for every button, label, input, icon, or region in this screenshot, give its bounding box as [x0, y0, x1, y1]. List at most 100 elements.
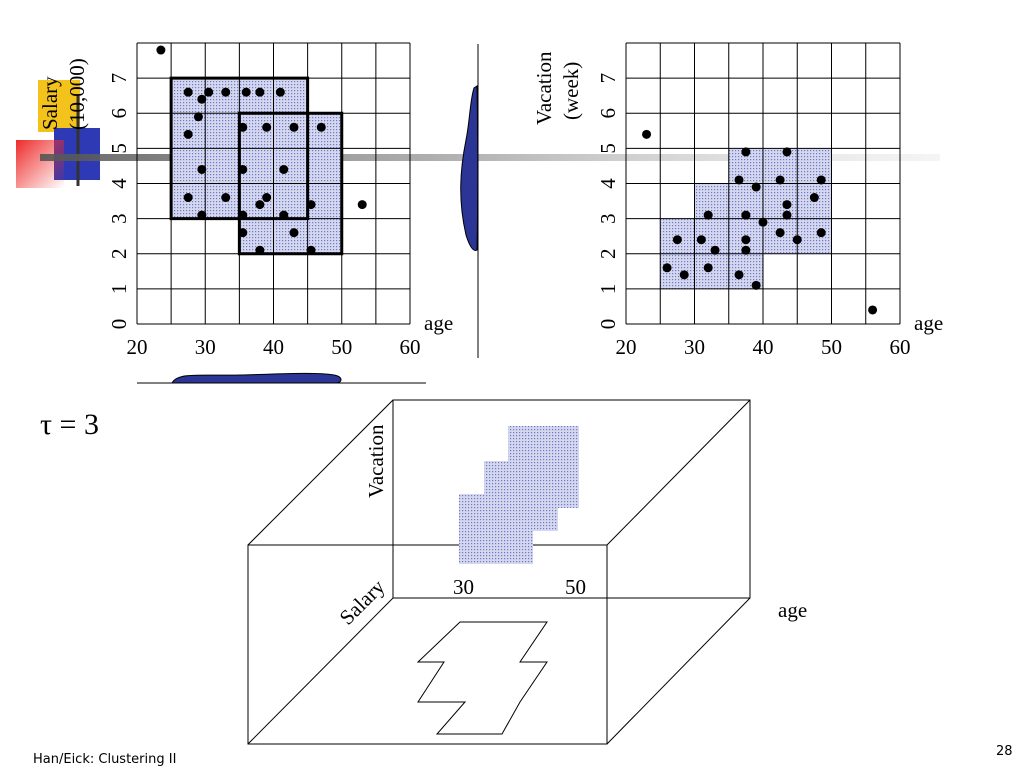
page-number: 28 [996, 744, 1013, 759]
data-point [275, 87, 285, 97]
data-point [710, 245, 720, 255]
data-point [703, 263, 713, 273]
cube-edge-br [606, 597, 751, 745]
y-tick-label: 0 [596, 319, 620, 330]
cube-edge-tl [247, 399, 394, 546]
age-density-blob [171, 372, 342, 384]
y-tick-label: 7 [596, 73, 620, 84]
x-tick-label: 20 [127, 335, 148, 359]
cube-tick-50: 50 [565, 575, 586, 599]
data-point [183, 87, 193, 97]
y-tick-label: 2 [107, 249, 131, 260]
data-point [306, 200, 316, 210]
data-point [734, 175, 744, 185]
data-point [642, 129, 652, 139]
data-point [741, 235, 751, 245]
logo-yellow-block [38, 80, 80, 132]
y-tick-label: 7 [107, 73, 131, 84]
data-point [197, 210, 207, 220]
data-point [238, 164, 248, 174]
data-point [703, 210, 713, 220]
data-point [289, 122, 299, 132]
logo-red-block [16, 140, 64, 188]
chart-vacation-vs-age: 20 30 40 50 60 0 1 2 3 4 5 6 7 age Vacation (week) [532, 42, 943, 359]
y-tick-label: 4 [596, 178, 620, 189]
data-point [306, 245, 316, 255]
chart-grid [625, 42, 901, 325]
x-tick-label: 50 [331, 335, 352, 359]
x-axis-label: age [424, 311, 453, 335]
chart-salary-vs-age: 20 30 40 50 60 0 1 2 3 4 5 6 7 age Salary (10,000) [38, 42, 453, 359]
cube-salary-label: Salary [335, 574, 390, 629]
y-tick-label: 1 [596, 284, 620, 295]
y-tick-label: 6 [107, 108, 131, 119]
data-point [782, 210, 792, 220]
cube-vacation-axis-label: Vacation [364, 424, 388, 498]
data-point [156, 45, 166, 55]
x-tick-label: 60 [400, 335, 421, 359]
y-axis-label-2: (10,000) [65, 58, 89, 130]
data-point [741, 245, 751, 255]
cube-tick-30: 30 [453, 575, 474, 599]
y-tick-label: 5 [596, 143, 620, 154]
data-points [156, 45, 367, 255]
x-tick-label: 50 [821, 335, 842, 359]
data-point [197, 94, 207, 104]
data-point [279, 210, 289, 220]
data-point [816, 175, 826, 185]
dense-block-bottom [459, 494, 533, 564]
y-tick-label: 3 [107, 213, 131, 224]
x-tick-label: 20 [616, 335, 637, 359]
y-axis-label-line1: Salary [38, 76, 62, 130]
x-tick-labels: 20 30 40 50 60 [616, 335, 911, 359]
data-point [255, 200, 265, 210]
y-axis-label-2: (week) [559, 62, 583, 120]
y-tick-label: 0 [107, 319, 131, 330]
data-point [238, 122, 248, 132]
data-point [238, 210, 248, 220]
data-point [255, 87, 265, 97]
x-tick-label: 40 [263, 335, 284, 359]
dense-units [171, 78, 342, 254]
data-point [741, 147, 751, 157]
cluster-projection-shape [416, 621, 548, 735]
y-tick-label: 1 [107, 284, 131, 295]
y-axis-label-line2: (week) [559, 62, 583, 120]
data-point [183, 193, 193, 203]
y-tick-label: 5 [107, 143, 131, 154]
x-tick-labels: 20 30 40 50 60 [127, 335, 421, 359]
x-tick-label: 30 [195, 335, 216, 359]
data-point [816, 228, 826, 238]
cube-salary-axis-label: Salary [335, 574, 390, 629]
data-point [775, 175, 785, 185]
y-tick-label: 3 [596, 213, 620, 224]
salary-density-blob [460, 85, 479, 251]
data-point [809, 193, 819, 203]
y-tick-label: 4 [107, 178, 131, 189]
cube-diagram [247, 399, 751, 745]
data-point [679, 270, 689, 280]
cube-vacation-label: Vacation [364, 424, 388, 498]
data-point [316, 122, 326, 132]
data-point [672, 235, 682, 245]
data-point [751, 280, 761, 290]
data-point [221, 87, 231, 97]
y-axis-label: Salary [38, 76, 62, 130]
data-point [758, 217, 768, 227]
y-tick-label: 6 [596, 108, 620, 119]
cube-edge-tr [606, 399, 751, 546]
dense-staircase-region [459, 426, 579, 564]
data-point [279, 164, 289, 174]
y-tick-labels: 0 1 2 3 4 5 6 7 [107, 73, 131, 329]
data-point [289, 228, 299, 238]
data-point [696, 235, 706, 245]
data-point [751, 182, 761, 192]
x-tick-label: 30 [684, 335, 705, 359]
cube-front-face [247, 544, 608, 745]
data-point [868, 305, 878, 315]
data-point [255, 245, 265, 255]
dense-unit-outline [237, 111, 344, 256]
data-point [741, 210, 751, 220]
data-point [183, 129, 193, 139]
